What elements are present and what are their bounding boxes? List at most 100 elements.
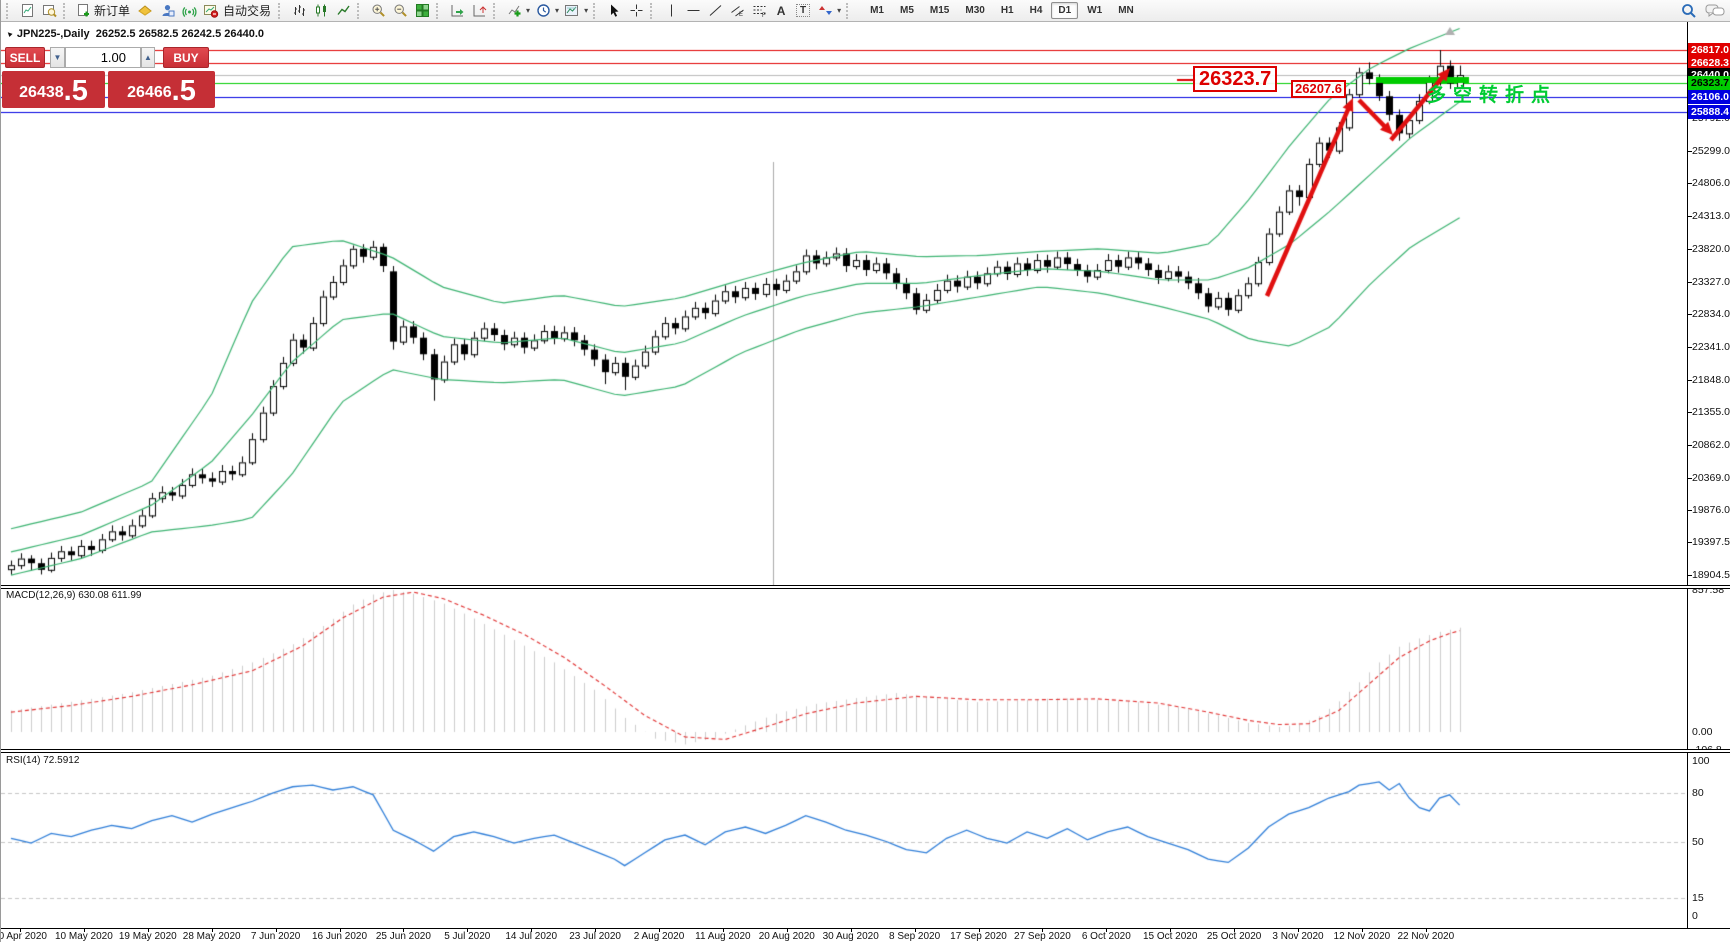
volume-up-stepper[interactable]: ▲: [141, 47, 155, 68]
date-label: 3 Nov 2020: [1272, 931, 1324, 942]
date-label: 25 Oct 2020: [1206, 931, 1262, 942]
chart-profiles-button[interactable]: [38, 1, 60, 21]
tab-timeframe-m30[interactable]: M30: [965, 5, 985, 16]
text-tool-icon: A: [776, 3, 786, 18]
templates-button[interactable]: [561, 1, 583, 21]
price-line-label: 26323.7: [1688, 75, 1730, 90]
date-label: 30 Aug 2020: [822, 931, 879, 942]
macd-tick-label: 0.00: [1692, 726, 1713, 738]
chat-icon[interactable]: [1705, 3, 1725, 19]
text-label-button[interactable]: T: [792, 1, 814, 21]
date-label: 25 Jun 2020: [375, 931, 431, 942]
vertical-line-icon: [670, 4, 672, 17]
search-icon[interactable]: [1681, 3, 1697, 19]
pane-separator[interactable]: [1, 585, 1730, 589]
cursor-button[interactable]: [603, 1, 625, 21]
tab-timeframe-m1[interactable]: M1: [870, 5, 884, 16]
price-tick-label: 23820.0: [1692, 242, 1730, 255]
price-callout-26207[interactable]: 26207.6: [1291, 80, 1346, 98]
svg-text:F: F: [762, 13, 766, 18]
rsi-tick-label: 80: [1692, 787, 1704, 800]
crosshair-button[interactable]: [625, 1, 647, 21]
autotrading-label[interactable]: 自动交易: [223, 4, 272, 18]
tab-timeframe-w1[interactable]: W1: [1087, 5, 1103, 16]
timeframe-toolbar: M1 M5 M15 M30 H1 H4 D1 W1 MN: [862, 2, 1142, 19]
market-button[interactable]: [156, 1, 178, 21]
tab-timeframe-h4[interactable]: H4: [1029, 5, 1043, 16]
date-label: 6 Oct 2020: [1081, 931, 1131, 942]
date-axis[interactable]: 30 Apr 2020 10 May 2020 19 May 2020 28 May …: [1, 928, 1730, 942]
main-chart-canvas[interactable]: [1, 22, 1687, 586]
rsi-panel-canvas[interactable]: [1, 753, 1687, 928]
volume-input[interactable]: 1.00: [65, 47, 141, 68]
new-order-button[interactable]: [73, 1, 93, 21]
date-label: 2 Aug 2020: [633, 931, 685, 942]
price-axis[interactable]: 25792.025299.024806.024313.023820.023327…: [1687, 22, 1730, 928]
date-tick-mark: [978, 929, 980, 932]
rsi-tick-label: 0: [1692, 910, 1698, 922]
navigator-person-icon: [162, 5, 175, 17]
horizontal-line-button[interactable]: [682, 1, 704, 21]
date-tick-mark: [1298, 929, 1299, 932]
templates-dropdown-caret[interactable]: ▾: [584, 6, 589, 15]
candlestick-chart-button[interactable]: [310, 1, 332, 21]
zoom-out-button[interactable]: [389, 1, 411, 21]
candlestick-icon: [315, 4, 326, 17]
date-tick-mark: [786, 929, 788, 932]
metaeditor-button[interactable]: [134, 1, 156, 21]
new-chart-button[interactable]: [16, 1, 38, 21]
buy-button[interactable]: BUY: [163, 47, 209, 68]
collapse-arrow-icon[interactable]: ▲: [3, 28, 16, 40]
tile-windows-button[interactable]: [411, 1, 433, 21]
new-chart-icon: [21, 4, 33, 17]
metaeditor-icon: [138, 5, 152, 16]
auto-scroll-button[interactable]: [446, 1, 468, 21]
macd-panel-canvas[interactable]: [1, 589, 1687, 750]
sell-price-main: 26438: [19, 84, 64, 101]
turning-point-note[interactable]: 多空转折点: [1427, 85, 1558, 106]
sell-button[interactable]: SELL: [5, 47, 45, 68]
date-label: 7 Jun 2020: [250, 931, 301, 942]
fibonacci-button[interactable]: F: [748, 1, 770, 21]
price-callout-26323[interactable]: 26323.7: [1193, 66, 1278, 92]
price-tick-label: 20862.0: [1692, 439, 1730, 451]
indicators-button[interactable]: [503, 1, 525, 21]
toolbar-grip: [357, 2, 363, 19]
buy-price-display[interactable]: 26466.5: [108, 71, 215, 108]
text-tool-button[interactable]: A: [770, 1, 792, 21]
tab-timeframe-mn[interactable]: MN: [1118, 5, 1134, 16]
template-icon: [565, 5, 579, 16]
trendline-button[interactable]: [704, 1, 726, 21]
tab-timeframe-m15[interactable]: M15: [929, 5, 950, 16]
new-order-label[interactable]: 新订单: [94, 4, 131, 18]
indicators-dropdown-caret[interactable]: ▾: [526, 6, 531, 15]
price-line-label: 25888.4: [1688, 104, 1730, 119]
signals-button[interactable]: [178, 1, 200, 21]
chart-shift-button[interactable]: [468, 1, 490, 21]
vertical-line-button[interactable]: [660, 1, 682, 21]
arrows-dropdown-caret[interactable]: ▾: [837, 6, 842, 15]
price-tick-mark: [1688, 445, 1692, 446]
tab-timeframe-m5[interactable]: M5: [900, 5, 914, 16]
autotrading-button[interactable]: [200, 1, 222, 21]
periods-button[interactable]: [532, 1, 554, 21]
add-indicator-icon: [508, 5, 521, 17]
date-tick-mark: [531, 929, 533, 932]
pane-separator[interactable]: [1, 749, 1730, 753]
date-label: 20 Aug 2020: [758, 931, 815, 942]
arrows-tool-button[interactable]: [814, 1, 836, 21]
rsi-label: RSI(14) 72.5912: [6, 755, 80, 766]
price-tick-label: 22341.0: [1692, 340, 1730, 353]
channel-button[interactable]: E: [726, 1, 748, 21]
date-tick-mark: [147, 929, 149, 932]
price-tick-mark: [1688, 346, 1692, 348]
tab-timeframe-h1[interactable]: H1: [1000, 5, 1014, 16]
bar-chart-button[interactable]: [288, 1, 310, 21]
zoom-in-button[interactable]: [367, 1, 389, 21]
periods-dropdown-caret[interactable]: ▾: [555, 6, 560, 15]
sell-price-display[interactable]: 26438.5: [2, 71, 105, 108]
toolbar-grip: [6, 2, 12, 19]
line-chart-button[interactable]: [332, 1, 354, 21]
volume-down-stepper[interactable]: ▼: [50, 47, 65, 68]
tab-timeframe-d1[interactable]: D1: [1051, 2, 1079, 19]
